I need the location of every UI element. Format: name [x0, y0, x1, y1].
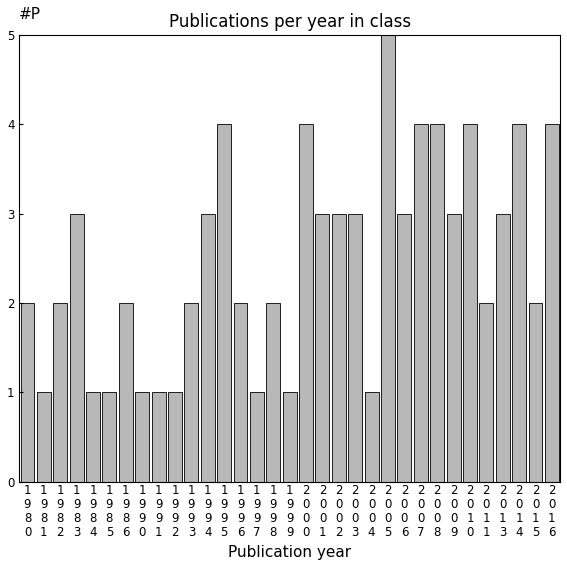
Bar [119, 303, 133, 482]
Bar [201, 214, 215, 482]
Bar [103, 392, 116, 482]
Bar [397, 214, 411, 482]
X-axis label: Publication year: Publication year [228, 545, 351, 560]
Bar [37, 392, 51, 482]
Bar [151, 392, 166, 482]
Bar [299, 124, 313, 482]
Bar [184, 303, 198, 482]
Bar [332, 214, 346, 482]
Bar [20, 303, 35, 482]
Bar [315, 214, 329, 482]
Bar [168, 392, 182, 482]
Bar [266, 303, 280, 482]
Bar [479, 303, 493, 482]
Bar [283, 392, 297, 482]
Bar [234, 303, 247, 482]
Title: Publications per year in class: Publications per year in class [168, 12, 411, 31]
Bar [414, 124, 428, 482]
Bar [348, 214, 362, 482]
Bar [217, 124, 231, 482]
Bar [136, 392, 149, 482]
Bar [463, 124, 477, 482]
Bar [545, 124, 559, 482]
Bar [53, 303, 67, 482]
Bar [528, 303, 543, 482]
Bar [70, 214, 83, 482]
Bar [365, 392, 379, 482]
Bar [447, 214, 460, 482]
Bar [430, 124, 444, 482]
Bar [512, 124, 526, 482]
Bar [250, 392, 264, 482]
Bar [496, 214, 510, 482]
Bar [86, 392, 100, 482]
Text: #P: #P [19, 7, 41, 22]
Bar [381, 35, 395, 482]
